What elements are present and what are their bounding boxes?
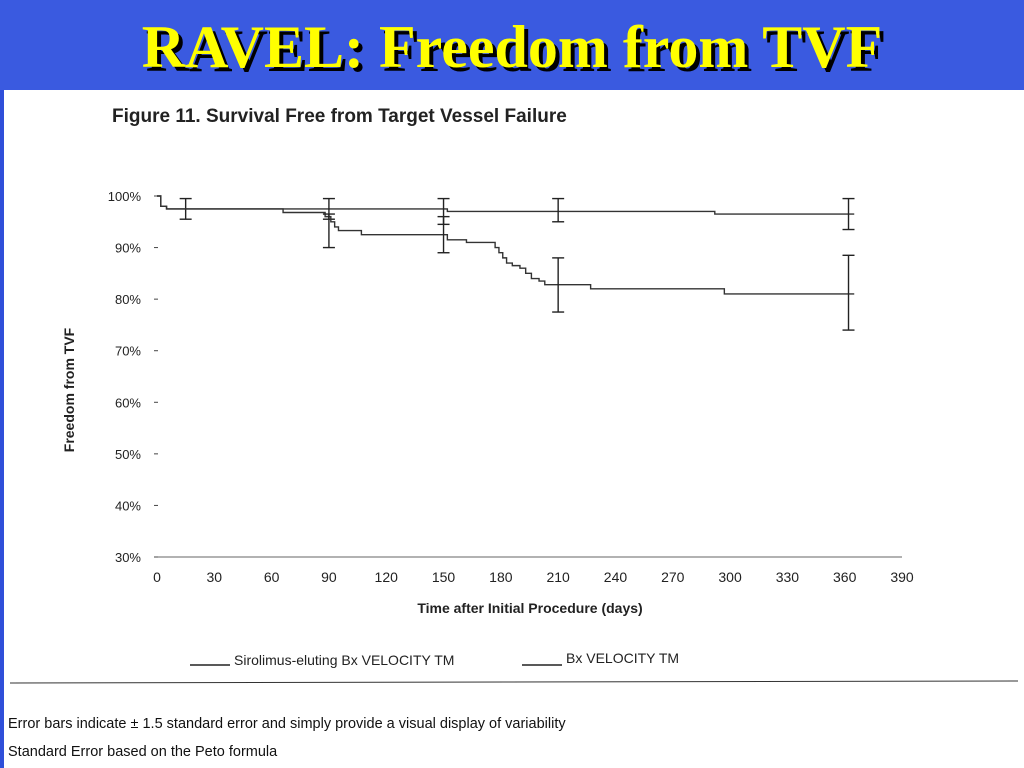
x-tick-label: 270	[661, 569, 685, 585]
y-tick-label: 50%	[115, 447, 141, 462]
y-axis-label: Freedom from TVF	[61, 327, 77, 452]
x-tick-label: 180	[489, 569, 513, 585]
series-line-1	[157, 195, 855, 295]
x-tick-label: 60	[264, 569, 280, 585]
legend-label-sirolimus: Sirolimus-eluting Bx VELOCITY TM	[234, 652, 454, 668]
figure-scan	[4, 90, 1024, 768]
x-tick-label: 90	[321, 569, 337, 585]
figure-separator	[9, 680, 1019, 684]
x-tick-label: 210	[546, 569, 570, 585]
y-tick-label: 70%	[115, 344, 141, 359]
x-tick-label: 390	[890, 569, 914, 585]
y-tick-label: 40%	[115, 498, 141, 513]
x-axis-label: Time after Initial Procedure (days)	[417, 600, 642, 616]
y-tick-label: 60%	[115, 395, 141, 410]
x-tick-label: 240	[604, 569, 628, 585]
y-tick-label: 30%	[115, 550, 141, 565]
slide-title: RAVEL: Freedom from TVF	[141, 14, 883, 80]
series-line-0	[157, 195, 855, 215]
title-bar	[0, 0, 1024, 90]
x-tick-label: 330	[776, 569, 800, 585]
x-tick-label: 120	[375, 569, 399, 585]
y-tick-label: 80%	[115, 292, 141, 307]
y-tick-label: 100%	[108, 189, 142, 204]
x-tick-label: 300	[718, 569, 742, 585]
legend-label-bx-velocity: Bx VELOCITY TM	[566, 650, 679, 666]
x-tick-label: 150	[432, 569, 456, 585]
footnote-error-bars: Error bars indicate ± 1.5 standard error…	[8, 716, 566, 732]
x-tick-label: 360	[833, 569, 857, 585]
y-tick-label: 90%	[115, 241, 141, 256]
x-tick-label: 30	[207, 569, 223, 585]
x-tick-label: 0	[153, 569, 161, 585]
figure-caption: Figure 11. Survival Free from Target Ves…	[112, 106, 567, 127]
footnote-standard-error: Standard Error based on the Peto formula	[8, 744, 278, 760]
